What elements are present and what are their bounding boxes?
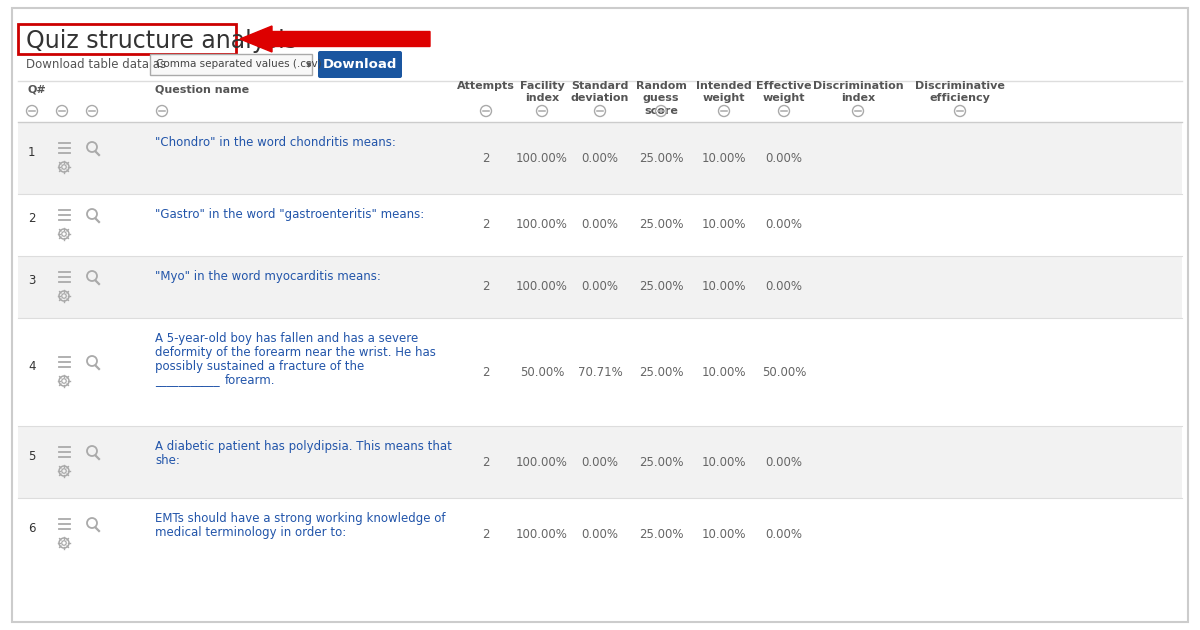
Text: 10.00%: 10.00% [702, 280, 746, 294]
Bar [18, 194, 1182, 256]
Text: 25.00%: 25.00% [638, 527, 683, 541]
Text: 25.00%: 25.00% [638, 151, 683, 164]
Text: medical terminology in order to:: medical terminology in order to: [155, 526, 347, 539]
Text: deformity of the forearm near the wrist. He has: deformity of the forearm near the wrist.… [155, 346, 436, 359]
Text: 70.71%: 70.71% [577, 365, 623, 379]
Text: forearm.: forearm. [226, 374, 276, 387]
Text: 0.00%: 0.00% [766, 527, 803, 541]
Text: 3: 3 [28, 275, 35, 287]
Text: 25.00%: 25.00% [638, 455, 683, 469]
Text: 50.00%: 50.00% [762, 365, 806, 379]
Bar [18, 318, 1182, 426]
Text: "Myo" in the word myocarditis means:: "Myo" in the word myocarditis means: [155, 270, 380, 283]
Bar [150, 54, 312, 75]
FancyBboxPatch shape [318, 51, 402, 78]
Text: she:: she: [155, 454, 180, 467]
Text: 100.00%: 100.00% [516, 151, 568, 164]
Text: ▾: ▾ [306, 60, 312, 70]
Text: Random
guess
score: Random guess score [636, 81, 686, 116]
Text: A 5-year-old boy has fallen and has a severe: A 5-year-old boy has fallen and has a se… [155, 332, 419, 345]
Text: Discrimination
index: Discrimination index [812, 81, 904, 103]
Text: 2: 2 [482, 151, 490, 164]
Text: 5: 5 [28, 449, 35, 462]
Text: Facility
index: Facility index [520, 81, 564, 103]
Text: 2: 2 [482, 219, 490, 231]
Bar [18, 498, 1182, 570]
Text: Download table data as: Download table data as [26, 57, 166, 71]
Text: 0.00%: 0.00% [582, 455, 618, 469]
Text: 100.00%: 100.00% [516, 527, 568, 541]
Text: A diabetic patient has polydipsia. This means that: A diabetic patient has polydipsia. This … [155, 440, 452, 453]
Text: 50.00%: 50.00% [520, 365, 564, 379]
Text: Standard
deviation: Standard deviation [571, 81, 629, 103]
Text: 0.00%: 0.00% [766, 280, 803, 294]
Text: 0.00%: 0.00% [582, 280, 618, 294]
Text: Quiz structure analysis: Quiz structure analysis [26, 29, 298, 53]
Bar [18, 122, 1182, 194]
Text: possibly sustained a fracture of the: possibly sustained a fracture of the [155, 360, 365, 373]
Text: "Chondro" in the word chondritis means:: "Chondro" in the word chondritis means: [155, 136, 396, 149]
Text: 10.00%: 10.00% [702, 365, 746, 379]
Text: 1: 1 [28, 146, 36, 159]
Text: 2: 2 [482, 280, 490, 294]
Text: 25.00%: 25.00% [638, 280, 683, 294]
Text: Attempts: Attempts [457, 81, 515, 91]
Text: Effective
weight: Effective weight [756, 81, 811, 103]
Text: 10.00%: 10.00% [702, 527, 746, 541]
Text: 100.00%: 100.00% [516, 280, 568, 294]
Text: Discriminative
efficiency: Discriminative efficiency [916, 81, 1004, 103]
Text: 0.00%: 0.00% [582, 219, 618, 231]
Text: Download: Download [323, 57, 397, 71]
Text: 0.00%: 0.00% [582, 151, 618, 164]
Text: "Gastro" in the word "gastroenteritis" means:: "Gastro" in the word "gastroenteritis" m… [155, 208, 425, 221]
Text: 2: 2 [482, 527, 490, 541]
Text: Question name: Question name [155, 85, 250, 95]
Text: 4: 4 [28, 360, 36, 372]
FancyArrow shape [240, 26, 430, 52]
Text: 0.00%: 0.00% [766, 219, 803, 231]
Text: 100.00%: 100.00% [516, 219, 568, 231]
Text: Comma separated values (.csv): Comma separated values (.csv) [156, 59, 322, 69]
Text: EMTs should have a strong working knowledge of: EMTs should have a strong working knowle… [155, 512, 445, 525]
Text: 6: 6 [28, 522, 36, 534]
Text: 0.00%: 0.00% [582, 527, 618, 541]
Bar [18, 256, 1182, 318]
Bar [18, 24, 236, 54]
Text: 10.00%: 10.00% [702, 151, 746, 164]
Text: 0.00%: 0.00% [766, 151, 803, 164]
Text: 25.00%: 25.00% [638, 219, 683, 231]
Text: Q#: Q# [28, 85, 47, 95]
Text: 100.00%: 100.00% [516, 455, 568, 469]
Text: Intended
weight: Intended weight [696, 81, 752, 103]
Text: 2: 2 [28, 212, 36, 226]
Text: 2: 2 [482, 365, 490, 379]
Bar [18, 426, 1182, 498]
Text: ___________: ___________ [155, 374, 220, 387]
Text: 10.00%: 10.00% [702, 219, 746, 231]
Text: 25.00%: 25.00% [638, 365, 683, 379]
Text: 10.00%: 10.00% [702, 455, 746, 469]
Text: 2: 2 [482, 455, 490, 469]
Text: 0.00%: 0.00% [766, 455, 803, 469]
